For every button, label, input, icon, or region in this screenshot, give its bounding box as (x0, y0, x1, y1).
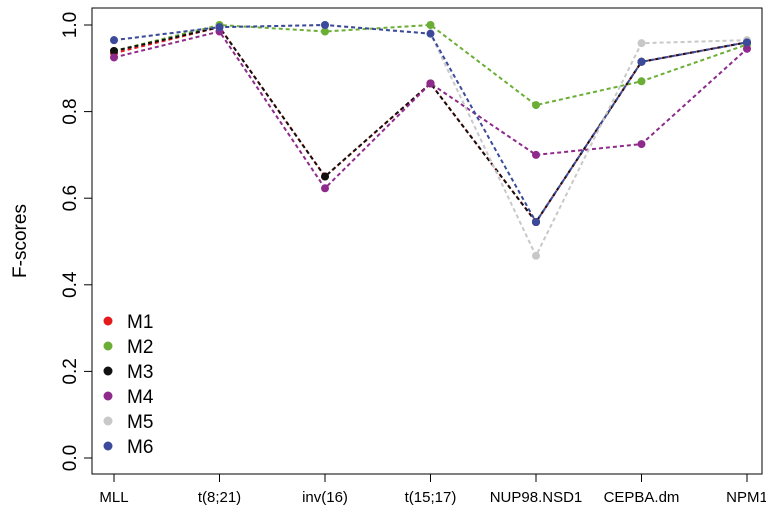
series-line-m3 (113, 26, 748, 224)
data-point-m4 (637, 140, 646, 149)
data-point-m6 (426, 29, 435, 38)
legend-marker-m4 (103, 391, 113, 401)
data-point-m6 (110, 36, 118, 45)
x-tick-label: CEPBA.dm (604, 489, 680, 506)
plot-frame (91, 7, 763, 475)
data-point-m6 (321, 21, 329, 29)
data-point-m2 (532, 101, 540, 110)
data-point-m2 (637, 77, 646, 86)
data-point-m2 (321, 27, 329, 36)
data-point-m5 (637, 39, 646, 48)
y-tick-label: 0.0 (60, 445, 81, 471)
data-point-m3 (321, 172, 329, 181)
legend-label-m1: M1 (127, 312, 153, 333)
data-point-m3 (110, 46, 118, 55)
data-point-m6 (215, 23, 224, 32)
data-point-m5 (532, 251, 540, 260)
y-tick-label: 0.8 (60, 98, 81, 124)
legend: M1 M2 M3 M4 M5 M6 (103, 312, 154, 458)
y-axis-label: F-scores (10, 204, 31, 278)
legend-label-m5: M5 (127, 412, 153, 433)
data-point-m6 (637, 57, 646, 66)
legend-label-m3: M3 (127, 362, 153, 383)
y-tick-label: 1.0 (60, 12, 81, 38)
x-tick-label: NUP98.NSD1 (490, 489, 583, 506)
data-point-m6 (532, 218, 540, 227)
legend-marker-m2 (103, 341, 113, 351)
data-point-m4 (426, 79, 435, 88)
data-point-m4 (532, 150, 540, 159)
legend-marker-m1 (103, 316, 113, 326)
plot-border (91, 7, 763, 475)
series-line-m1 (113, 26, 748, 224)
y-tick-label: 0.6 (60, 185, 81, 211)
data-point-m4 (321, 184, 329, 193)
y-tick-label: 0.2 (60, 358, 81, 384)
legend-label-m6: M6 (127, 437, 153, 458)
x-tick-label: inv(16) (302, 489, 348, 506)
legend-label-m2: M2 (127, 337, 153, 358)
legend-marker-m6 (103, 441, 113, 451)
y-tick-label: 0.4 (60, 271, 81, 298)
series-line-m4 (113, 30, 748, 190)
series-line-m6 (113, 23, 748, 224)
x-axis: MLL t(8;21) inv(16) t(15;17) NUP98.NSD1 CEPBA… (99, 474, 766, 506)
legend-marker-m3 (103, 366, 113, 376)
y-axis: 0.0 0.2 0.4 0.6 0.8 1.0 (60, 12, 92, 471)
data-point-m4 (110, 53, 118, 62)
x-tick-label: NPM1 (726, 489, 766, 506)
legend-marker-m5 (103, 416, 113, 426)
series-lines (113, 23, 748, 259)
data-point-m4 (743, 44, 751, 53)
legend-label-m4: M4 (127, 387, 154, 408)
x-tick-label: t(8;21) (198, 489, 241, 506)
x-tick-label: t(15;17) (405, 489, 457, 506)
data-point-m6 (743, 38, 751, 47)
data-point-m2 (426, 21, 435, 29)
series-points (110, 21, 751, 260)
x-tick-label: MLL (99, 489, 128, 506)
